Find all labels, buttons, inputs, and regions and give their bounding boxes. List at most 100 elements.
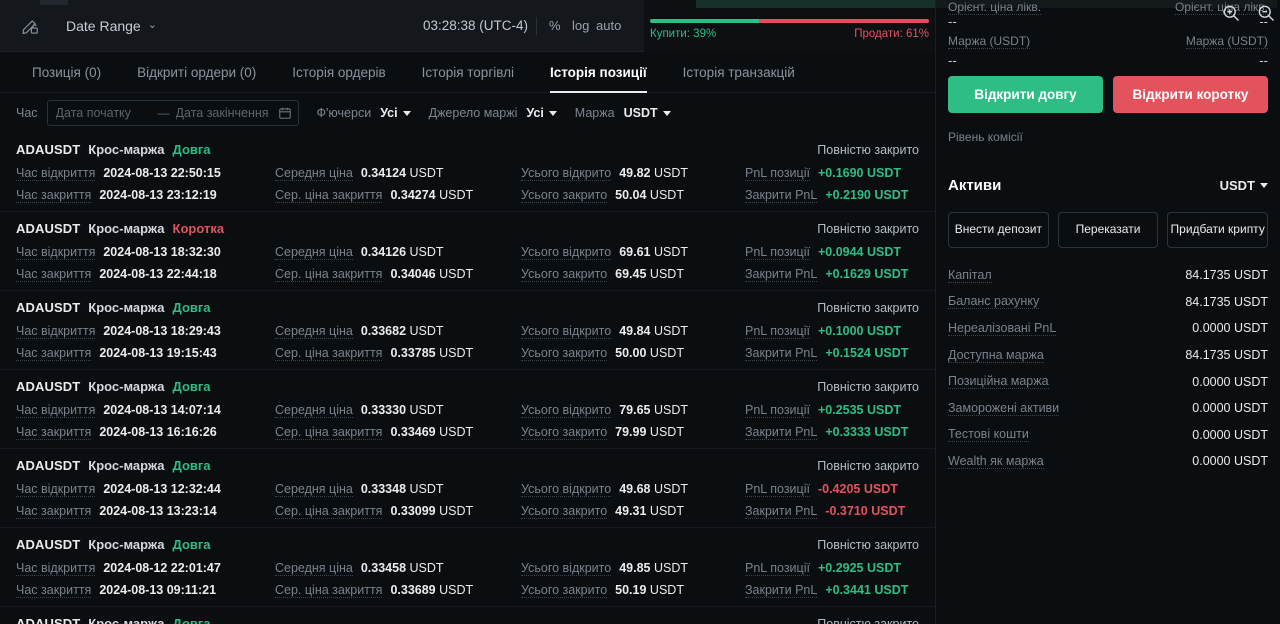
margin-filter[interactable]: Маржа USDT: [575, 106, 671, 120]
unit-label: USDT: [863, 482, 898, 496]
status-badge: Повністю закрито: [817, 380, 919, 394]
close-time-text: 2024-08-13 22:44:18: [99, 267, 217, 281]
futures-filter[interactable]: Ф'ючерси Усі: [317, 106, 411, 120]
unit-label: USDT: [649, 583, 684, 597]
log-scale-button[interactable]: log: [572, 18, 590, 33]
assets-currency-dropdown[interactable]: USDT: [1220, 178, 1268, 193]
unit-label: USDT: [439, 504, 474, 518]
page-scrollbar[interactable]: [1277, 0, 1280, 624]
buy-crypto-button[interactable]: Придбати крипту: [1167, 212, 1269, 248]
unit-label: USDT: [409, 324, 444, 338]
open-time-text: 2024-08-13 18:29:43: [103, 324, 221, 338]
tab-0[interactable]: Позиція (0): [14, 52, 119, 93]
transfer-button[interactable]: Переказати: [1057, 212, 1159, 248]
unit-label: USDT: [409, 166, 444, 180]
open-time-text: 2024-08-13 14:07:14: [103, 403, 221, 417]
tab-5[interactable]: Історія транзакцій: [665, 52, 813, 93]
position-row-header: ADAUSDT Крос-маржа Коротка: [16, 221, 919, 236]
symbol-label: ADAUSDT: [16, 300, 81, 315]
open-long-button[interactable]: Відкрити довгу: [948, 76, 1103, 113]
total-open-label: Усього відкрито: [521, 166, 612, 181]
unit-label: USDT: [649, 504, 684, 518]
position-history-row[interactable]: ADAUSDT Крос-маржа Коротка Повністю закрито…: [0, 212, 935, 291]
avg-close-price-text: 0.34046: [390, 267, 436, 281]
position-history-list[interactable]: ADAUSDT Крос-маржа Довга Повністю закрито Ча…: [0, 133, 935, 624]
sentiment-buy-bar: [650, 19, 759, 23]
tab-3[interactable]: Історія торгівлі: [404, 52, 532, 93]
status-badge: Повністю закрито: [817, 617, 919, 624]
tab-1[interactable]: Відкриті ордери (0): [119, 52, 274, 93]
asset-value: 84.1735 USDT: [1185, 268, 1268, 283]
avg-close-price-text: 0.33469: [390, 425, 436, 439]
auto-scale-button[interactable]: auto: [596, 18, 622, 33]
total-open-value: 79.65 USDT: [619, 403, 688, 417]
close-time-pair: Час закриття 2024-08-13 22:44:18: [16, 267, 221, 289]
margin-source-value[interactable]: Усі: [526, 106, 557, 120]
total-close-text: 50.19: [615, 583, 647, 597]
close-time-pair: Час закриття 2024-08-13 09:11:21: [16, 583, 221, 605]
close-pnl-text: +0.3333: [825, 425, 871, 439]
time-column: Час відкриття 2024-08-13 14:07:14 Час закр…: [16, 403, 221, 447]
open-time-pair: Час відкриття 2024-08-13 18:29:43: [16, 324, 221, 346]
toolbar-divider: [536, 16, 537, 35]
total-close-value: 69.45 USDT: [615, 267, 684, 281]
avg-close-price-value: 0.34046 USDT: [390, 267, 473, 281]
close-pnl-pair: Закрити PnL +0.3441 USDT: [745, 583, 908, 605]
close-pnl-text: +0.2190: [825, 188, 871, 202]
time-column: Час відкриття 2024-08-13 18:29:43 Час закр…: [16, 324, 221, 368]
total-close-text: 69.45: [615, 267, 647, 281]
unit-label: USDT: [871, 504, 906, 518]
close-time-value: 2024-08-13 19:15:43: [99, 346, 216, 360]
futures-filter-value[interactable]: Усі: [380, 106, 411, 120]
time-column: Час відкриття 2024-08-12 22:01:47 Час закр…: [16, 561, 221, 605]
margin-filter-value[interactable]: USDT: [624, 106, 671, 120]
avg-price-text: 0.34124: [360, 166, 407, 180]
liq-price-label-short: Орієнт. ціна лікв.: [1174, 0, 1268, 15]
date-start-input[interactable]: [55, 106, 152, 120]
asset-value: 0.0000 USDT: [1192, 401, 1268, 416]
total-close-value: 50.00 USDT: [615, 346, 684, 360]
tab-2[interactable]: Історія ордерів: [274, 52, 403, 93]
pencil-lock-icon[interactable]: [18, 13, 44, 39]
asset-summary-list: Капітал 84.1735 USDT Баланс рахунку 84.1735…: [948, 262, 1268, 475]
deposit-button[interactable]: Внести депозит: [948, 212, 1049, 248]
margin-source-filter[interactable]: Джерело маржі Усі: [429, 106, 557, 120]
date-range-dropdown[interactable]: Date Range ⌄: [66, 18, 157, 34]
open-time-value: 2024-08-13 18:32:30: [103, 245, 220, 259]
fee-level-label[interactable]: Рівень комісії: [948, 130, 1023, 144]
close-pnl-pair: Закрити PnL +0.1524 USDT: [745, 346, 908, 368]
total-open-pair: Усього відкрито 49.85 USDT: [521, 561, 688, 583]
position-pnl-text: +0.1000: [817, 324, 864, 338]
position-pnl-label: PnL позиції: [745, 166, 810, 181]
percent-scale-button[interactable]: %: [549, 18, 561, 33]
zoom-out-icon[interactable]: [1256, 3, 1276, 28]
date-range-dash: —: [157, 106, 170, 120]
date-end-input[interactable]: [175, 106, 272, 120]
open-time-pair: Час відкриття 2024-08-13 12:32:44: [16, 482, 221, 504]
position-side-label: Довга: [172, 379, 211, 394]
position-pnl-value: +0.1690 USDT: [818, 166, 901, 180]
avg-close-price-value: 0.33785 USDT: [390, 346, 473, 360]
unit-label: USDT: [867, 403, 902, 417]
total-open-text: 49.82: [619, 166, 651, 180]
position-row-header: ADAUSDT Крос-маржа Довга: [16, 300, 919, 315]
time-column: Час відкриття 2024-08-13 12:32:44 Час закр…: [16, 482, 221, 526]
zoom-in-icon[interactable]: [1221, 3, 1241, 28]
tab-4[interactable]: Історія позиції: [532, 52, 665, 93]
chart-toolbar: Date Range ⌄ 03:28:38 (UTC-4) % log auto…: [0, 0, 935, 52]
close-pnl-text: +0.1629: [825, 267, 871, 281]
asset-row: Заморожені активи 0.0000 USDT: [948, 395, 1268, 422]
price-column: Середня ціна 0.33348 USDT Сер. ціна закрит…: [275, 482, 473, 526]
total-open-text: 79.65: [619, 403, 651, 417]
unit-label: USDT: [867, 561, 902, 575]
calendar-icon[interactable]: [278, 106, 292, 120]
asset-label: Позиційна маржа: [948, 374, 1049, 390]
date-range-picker[interactable]: —: [46, 100, 299, 126]
open-short-button[interactable]: Відкрити коротку: [1113, 76, 1268, 113]
